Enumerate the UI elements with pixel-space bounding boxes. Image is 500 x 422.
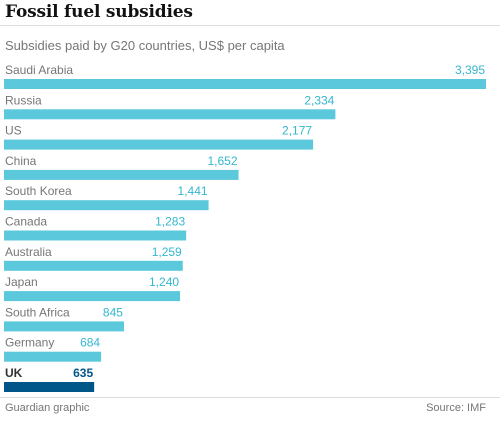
value-label: 1,259 [152,245,182,259]
category-label: Russia [5,93,42,107]
bar [4,260,183,271]
source-note: Source: IMF [426,402,486,414]
category-label: Japan [5,275,38,289]
value-label: 2,177 [282,124,312,138]
graphic-credit: Guardian graphic [5,402,90,414]
category-label: US [5,124,22,138]
bar [4,109,336,120]
value-label: 635 [73,366,93,380]
value-label: 1,283 [155,215,185,229]
value-label: 2,334 [304,93,334,107]
value-label: 684 [80,336,100,350]
bar [4,351,102,362]
footer-divider [0,397,500,398]
category-label: China [5,154,37,168]
bar [4,382,95,392]
category-label: Germany [5,336,54,350]
bar [4,230,187,241]
category-label: Canada [5,215,47,229]
value-label: 845 [103,305,123,319]
title-divider [0,25,500,26]
chart-title: Fossil fuel subsidies [5,2,193,22]
value-label: 1,441 [178,184,208,198]
bar [4,200,209,211]
bar [4,169,239,180]
bar [4,291,181,302]
category-label: Saudi Arabia [5,63,73,77]
bar-chart: Saudi Arabia 3,395 Russia 2,334 US 2,177 China… [4,63,486,392]
category-label: South Africa [5,305,70,319]
bar [4,79,486,89]
bar [4,321,124,332]
value-label: 3,395 [455,63,485,77]
bar [4,139,314,150]
chart-subtitle: Subsidies paid by G20 countries, US$ per… [5,38,285,53]
category-label: UK [5,366,23,380]
value-label: 1,652 [208,154,238,168]
category-label: South Korea [5,184,72,198]
category-label: Australia [5,245,52,259]
value-label: 1,240 [149,275,179,289]
